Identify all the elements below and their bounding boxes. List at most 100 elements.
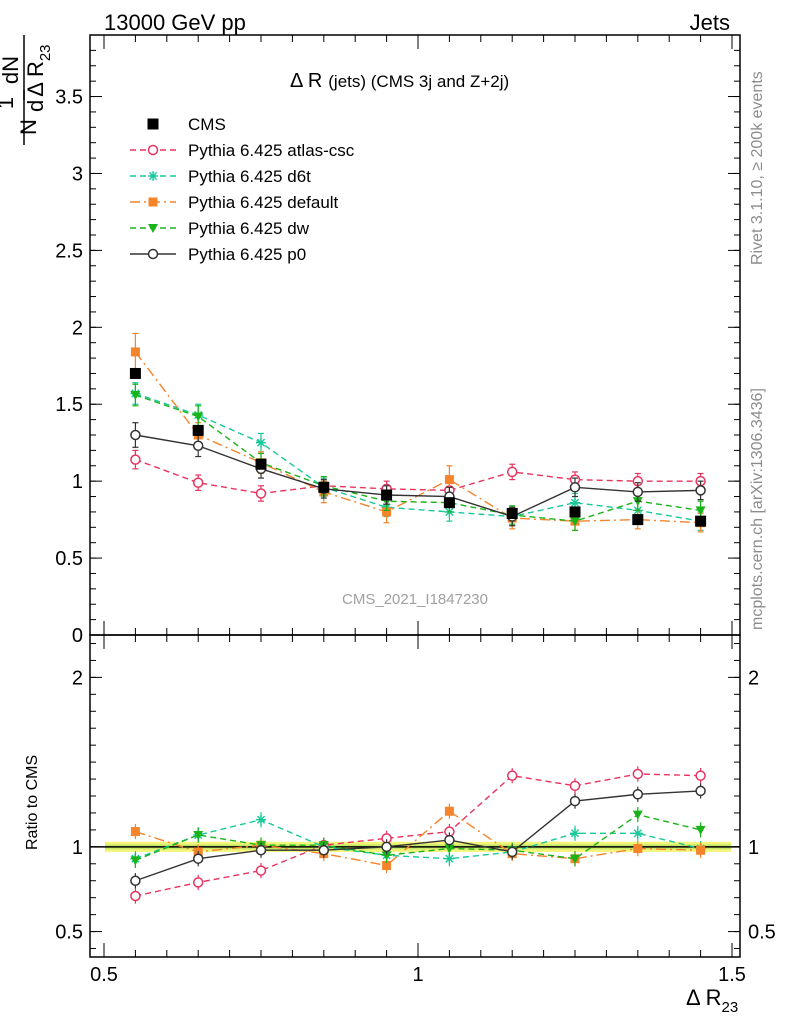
main-series-cms	[129, 367, 707, 527]
ratio-point-p0	[632, 789, 644, 800]
main-ytick-label: 1.5	[55, 394, 83, 416]
ratio-ylabel: Ratio to CMS	[24, 755, 41, 850]
legend: CMS Pythia 6.425 atlas-csc Pythia 6.425 d6…	[130, 115, 355, 264]
xaxis-title: Δ R23	[686, 985, 738, 1016]
ratio-line-d6t	[135, 818, 701, 860]
star-ray	[570, 829, 580, 838]
legend-label: Pythia 6.425 atlas-csc	[188, 141, 355, 160]
ratio-point-p0	[695, 785, 706, 797]
main-series-atlas	[130, 449, 706, 502]
xaxis-title-main: Δ R	[686, 985, 721, 1010]
legend-marker	[148, 171, 158, 181]
data-point-dw	[570, 517, 580, 527]
data-point-dw	[193, 412, 204, 422]
ratio-ytick-label: 1	[72, 837, 83, 859]
legend-marker	[148, 224, 158, 233]
ratio-point-dw	[695, 825, 706, 835]
ratio-point-atlas	[506, 770, 518, 781]
data-point-cms	[129, 367, 141, 379]
legend-item-p0: Pythia 6.425 p0	[130, 245, 306, 264]
legend-label: Pythia 6.425 p0	[188, 245, 306, 264]
ratio-point-p0	[444, 834, 455, 846]
data-point-p0	[632, 486, 644, 498]
data-point-dw	[130, 391, 141, 400]
ratio-point-dw	[444, 844, 455, 854]
legend-item-d6t: Pythia 6.425 d6t	[130, 167, 311, 186]
main-ytick-label: 1	[72, 471, 83, 493]
star-ray	[256, 438, 266, 447]
data-point-default	[130, 347, 140, 357]
ylabel-one: 1	[0, 97, 18, 109]
ylabel-denominator: dΔR23	[23, 44, 54, 112]
title-rest: (jets) (CMS 3j and Z+2j)	[328, 72, 509, 91]
ratio-ytick-label: 2	[72, 667, 83, 689]
star-ray	[633, 829, 642, 838]
series-line-atlas	[135, 458, 701, 495]
xaxis-title-sub: 23	[721, 999, 738, 1016]
ratio-point-p0	[255, 844, 267, 856]
series-line-default	[134, 351, 701, 524]
legend-item-default: Pythia 6.425 default	[130, 193, 339, 212]
ylabel-d: d	[23, 100, 48, 112]
legend-item-atlas: Pythia 6.425 atlas-csc	[130, 141, 355, 160]
legend-label: Pythia 6.425 d6t	[188, 167, 311, 186]
star-ray	[256, 815, 266, 824]
mcplots-label: mcplots.cern.ch [arXiv:1306.3436]	[749, 388, 766, 630]
main-ytick-label: 3	[72, 163, 83, 185]
data-point-cms	[192, 424, 204, 436]
ratio-point-p0	[381, 841, 392, 853]
ylabel-delta: Δ	[23, 82, 48, 97]
main-ytick-label: 0.5	[55, 548, 83, 570]
ratio-point-dw	[381, 851, 392, 861]
main-ytick-label: 0	[72, 625, 83, 647]
data-point-cms	[569, 506, 581, 518]
star-ray	[445, 854, 454, 863]
ratio-ytick-label: 0.5	[55, 922, 83, 944]
data-point-default	[382, 507, 392, 517]
ratio-ytick-label-right: 1	[748, 837, 759, 859]
main-series-p0	[130, 422, 706, 527]
data-point-cms	[632, 514, 644, 526]
legend-label: Pythia 6.425 dw	[188, 219, 310, 238]
main-ytick-label: 2.5	[55, 240, 83, 262]
ratio-point-atlas	[255, 865, 267, 876]
ratio-ytick-label-right: 2	[748, 667, 759, 689]
energy-label: 13000 GeV pp	[104, 10, 246, 35]
ratio-point-atlas	[632, 768, 644, 780]
ratio-point-p0	[130, 875, 141, 886]
data-point-atlas	[192, 477, 204, 488]
data-point-atlas	[255, 488, 267, 499]
title-main: Δ R	[290, 70, 322, 92]
data-point-dw	[695, 506, 706, 516]
data-point-cms	[443, 497, 455, 509]
data-point-p0	[569, 482, 581, 493]
data-point-default	[444, 475, 454, 485]
data-point-cms	[318, 481, 330, 493]
ratio-point-atlas	[192, 877, 204, 888]
data-point-p0	[192, 440, 204, 452]
ratio-ytick-label-right: 0.5	[748, 922, 776, 944]
ratio-point-p0	[569, 795, 581, 807]
data-point-atlas	[506, 466, 518, 478]
plot-layers: 0 0.5 1 1.5 2 2.5 3 3.5 0.5 0.5 1 1 2 2 0.5 1 1.5 CMS Pyth…	[55, 34, 776, 986]
legend-marker	[147, 118, 159, 130]
ratio-point-default	[130, 827, 140, 837]
ratio-point-default	[633, 844, 643, 854]
data-point-cms	[255, 458, 267, 470]
ylabel-sub: 23	[37, 44, 54, 61]
ylabel-R: R	[23, 61, 48, 77]
ratio-point-p0	[506, 846, 518, 858]
ratio-point-d6t	[570, 828, 580, 839]
jets-label: Jets	[690, 10, 730, 35]
ylabel-dN: dN	[0, 56, 23, 84]
ratio-point-dw	[632, 810, 643, 820]
main-ytick-label: 2	[72, 317, 83, 339]
series-line-d6t	[135, 392, 701, 522]
main-plot-title: Δ R (jets) (CMS 3j and Z+2j)	[290, 70, 509, 92]
data-point-cms	[506, 507, 518, 519]
ratio-point-p0	[192, 853, 204, 864]
star-ray	[148, 171, 158, 181]
data-point-cms	[695, 515, 707, 527]
ratio-line-p0	[135, 790, 701, 882]
series-line-dw	[135, 394, 701, 522]
